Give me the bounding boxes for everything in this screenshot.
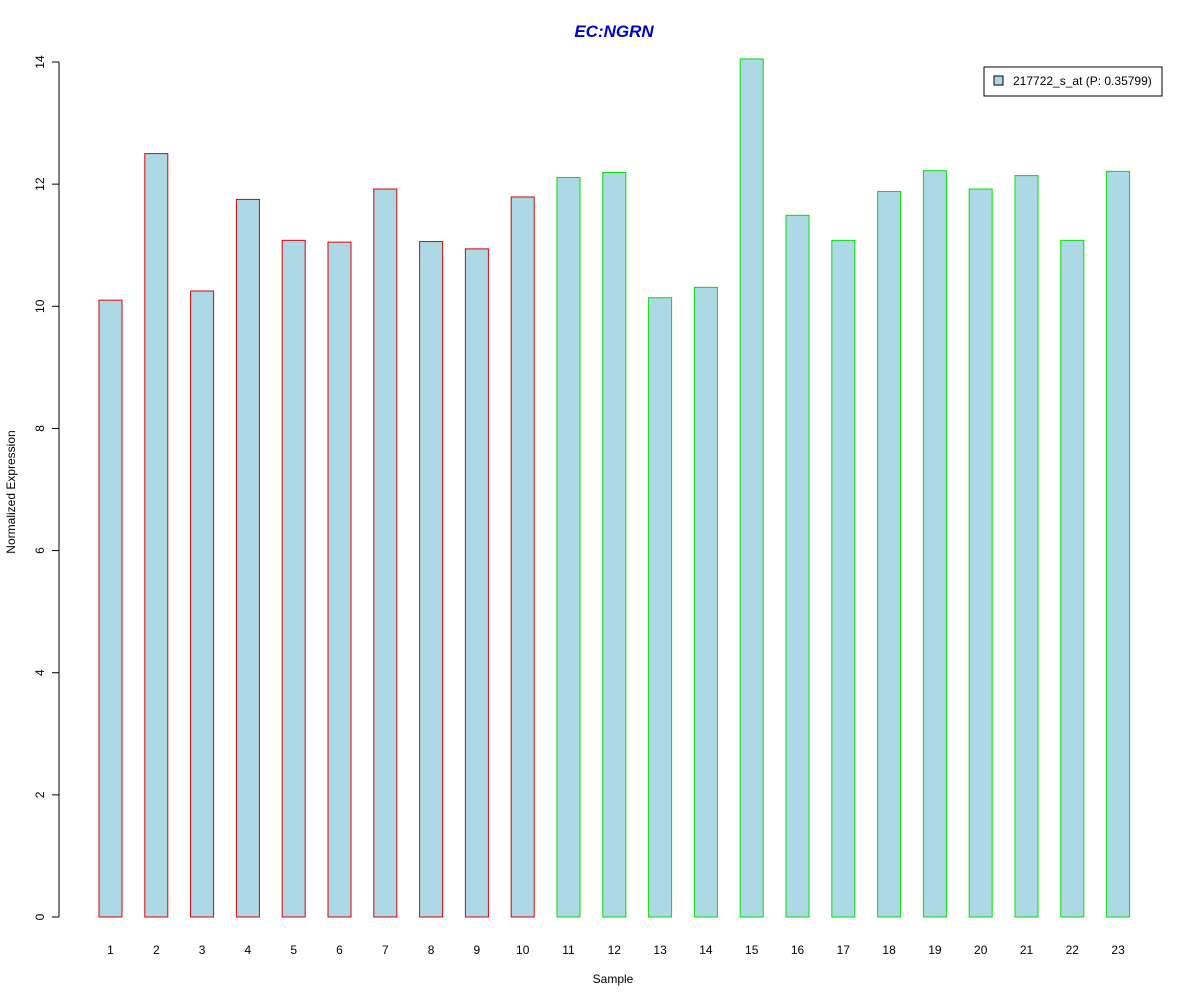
- x-tick-label: 4: [245, 943, 252, 957]
- legend: 217722_s_at (P: 0.35799): [983, 66, 1163, 97]
- legend-swatch: [993, 75, 1004, 86]
- bar-sample-7: [373, 188, 398, 918]
- x-tick-label: 22: [1066, 943, 1080, 957]
- bar-sample-6: [327, 241, 352, 918]
- bar-sample-3: [190, 290, 215, 918]
- y-tick-label: 8: [33, 425, 47, 432]
- y-tick-label: 14: [33, 55, 47, 69]
- bar-sample-21: [1014, 175, 1039, 918]
- x-tick-label: 5: [290, 943, 297, 957]
- x-tick-label: 1: [107, 943, 114, 957]
- bars: [98, 58, 1131, 918]
- bar-sample-17: [831, 239, 856, 918]
- x-tick-label: 16: [791, 943, 805, 957]
- x-axis-title: Sample: [593, 972, 634, 986]
- y-tick-label: 10: [33, 299, 47, 313]
- x-axis-tick-labels: 1 2 3 4 5 6 7 8 9 10 11 12 13 14 15 16 17 18 19 20 21 22 23: [107, 943, 1125, 957]
- y-tick-label: 0: [33, 913, 47, 920]
- bar-sample-1: [98, 299, 123, 918]
- bar-sample-16: [785, 214, 810, 918]
- bar-sample-14: [693, 286, 718, 918]
- x-tick-label: 12: [608, 943, 622, 957]
- y-axis: 0 2 4 6 8 10 12 14: [33, 55, 60, 920]
- bar-sample-15: [739, 58, 764, 918]
- x-tick-label: 2: [153, 943, 160, 957]
- y-tick-label: 4: [33, 669, 47, 676]
- bar-sample-5: [281, 239, 306, 918]
- bar-sample-19: [922, 170, 947, 918]
- chart-title: EC:NGRN: [574, 22, 654, 41]
- x-tick-label: 9: [474, 943, 481, 957]
- bar-sample-11: [556, 176, 581, 918]
- y-axis-title: Normalized Expression: [4, 430, 18, 553]
- bar-sample-2: [144, 153, 169, 918]
- bar-sample-18: [877, 190, 902, 918]
- bar-sample-22: [1060, 239, 1085, 918]
- bar-sample-13: [648, 297, 673, 918]
- x-tick-label: 3: [199, 943, 206, 957]
- x-tick-label: 21: [1020, 943, 1034, 957]
- legend-label: 217722_s_at (P: 0.35799): [1013, 74, 1152, 88]
- x-tick-label: 7: [382, 943, 389, 957]
- bar-sample-20: [968, 188, 993, 918]
- bar-sample-9: [464, 248, 489, 918]
- x-tick-label: 20: [974, 943, 988, 957]
- bar-sample-10: [510, 196, 535, 918]
- x-tick-label: 19: [928, 943, 942, 957]
- y-tick-label: 2: [33, 791, 47, 798]
- bar-sample-8: [419, 241, 444, 918]
- bar-sample-12: [602, 172, 627, 918]
- bar-sample-4: [235, 198, 260, 918]
- legend-box: [983, 66, 1163, 97]
- x-tick-label: 15: [745, 943, 759, 957]
- x-tick-label: 14: [699, 943, 713, 957]
- x-tick-label: 6: [336, 943, 343, 957]
- x-tick-label: 18: [882, 943, 896, 957]
- x-tick-label: 17: [837, 943, 851, 957]
- x-tick-label: 11: [562, 943, 575, 957]
- y-tick-label: 12: [33, 177, 47, 191]
- x-tick-label: 13: [653, 943, 667, 957]
- x-tick-label: 10: [516, 943, 530, 957]
- x-tick-label: 23: [1111, 943, 1125, 957]
- y-tick-label: 6: [33, 547, 47, 554]
- bar-sample-23: [1106, 170, 1131, 918]
- x-tick-label: 8: [428, 943, 435, 957]
